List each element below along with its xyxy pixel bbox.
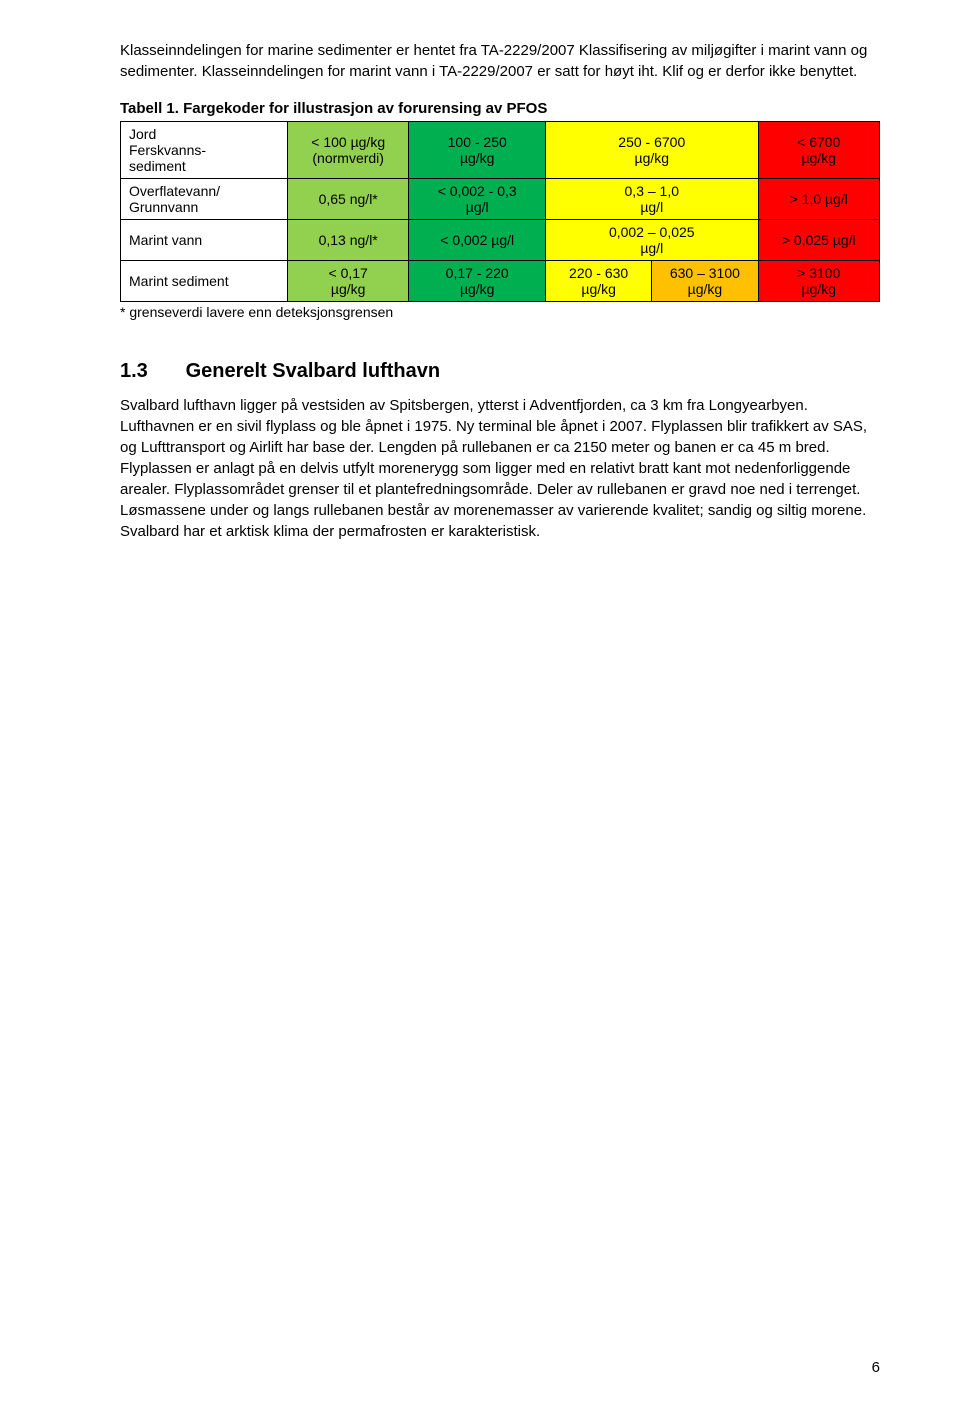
- caption-label: Tabell 1.: [120, 100, 179, 117]
- color-cell: < 0,002 - 0,3µg/l: [409, 179, 546, 220]
- color-cell: 0,65 ng/l*: [287, 179, 408, 220]
- table-footnote: * grenseverdi lavere enn deteksjonsgrens…: [120, 304, 880, 320]
- color-cell: 0,13 ng/l*: [287, 220, 408, 261]
- section-number: 1.3: [120, 360, 180, 383]
- color-cell: 250 - 6700µg/kg: [546, 122, 759, 179]
- section-heading: 1.3 Generelt Svalbard lufthavn: [120, 360, 880, 383]
- color-cell: < 0,17µg/kg: [287, 261, 408, 302]
- color-cell: < 6700µg/kg: [758, 122, 879, 179]
- caption-text: Fargekoder for illustrasjon av forurensi…: [183, 100, 547, 117]
- section-title: Generelt Svalbard lufthavn: [186, 360, 441, 382]
- table-row: Marint sediment< 0,17µg/kg0,17 - 220µg/k…: [121, 261, 880, 302]
- color-cell: > 1,0 µg/l: [758, 179, 879, 220]
- color-cell: > 0,025 µg/l: [758, 220, 879, 261]
- color-cell: < 100 µg/kg(normverdi): [287, 122, 408, 179]
- table-row: Marint vann0,13 ng/l*< 0,002 µg/l0,002 –…: [121, 220, 880, 261]
- row-label-cell: JordFerskvanns-sediment: [121, 122, 288, 179]
- color-cell: 0,002 – 0,025µg/l: [546, 220, 759, 261]
- table-caption: Tabell 1. Fargekoder for illustrasjon av…: [120, 100, 880, 117]
- row-label-cell: Marint sediment: [121, 261, 288, 302]
- color-cell: 0,17 - 220µg/kg: [409, 261, 546, 302]
- table-row: Overflatevann/Grunnvann0,65 ng/l*< 0,002…: [121, 179, 880, 220]
- row-label-cell: Marint vann: [121, 220, 288, 261]
- color-cell: 630 – 3100µg/kg: [652, 261, 758, 302]
- table-row: JordFerskvanns-sediment< 100 µg/kg(normv…: [121, 122, 880, 179]
- color-cell: < 0,002 µg/l: [409, 220, 546, 261]
- color-cell: 0,3 – 1,0µg/l: [546, 179, 759, 220]
- color-cell: > 3100µg/kg: [758, 261, 879, 302]
- color-cell: 220 - 630µg/kg: [546, 261, 652, 302]
- color-cell: 100 - 250µg/kg: [409, 122, 546, 179]
- row-label-cell: Overflatevann/Grunnvann: [121, 179, 288, 220]
- page-number: 6: [872, 1359, 880, 1376]
- intro-paragraph: Klasseinndelingen for marine sedimenter …: [120, 40, 880, 82]
- section-body: Svalbard lufthavn ligger på vestsiden av…: [120, 395, 880, 542]
- pfos-color-table: JordFerskvanns-sediment< 100 µg/kg(normv…: [120, 121, 880, 302]
